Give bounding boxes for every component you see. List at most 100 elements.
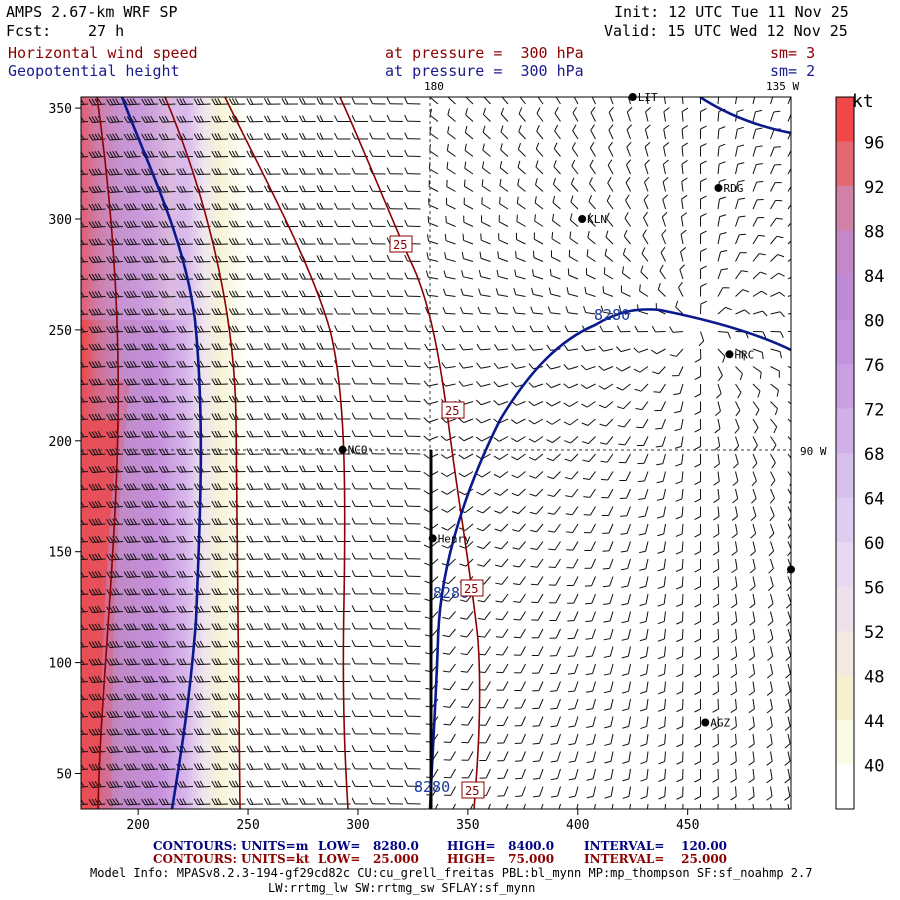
wind-label-25-c: 25	[464, 582, 478, 596]
x-tick-label-400: 400	[566, 818, 589, 833]
wind-high: HIGH= 75.000	[447, 852, 555, 866]
wind-label-box-d	[461, 781, 485, 799]
plot-frame	[80, 96, 792, 810]
colorbar-label-96: 96	[864, 134, 884, 154]
wind-contour-25-west	[224, 97, 349, 809]
model-info-2: LW:rrtmg_lw SW:rrtmg_sw SFLAY:sf_mynn	[268, 881, 536, 895]
forecast-hour: 27 h	[88, 22, 125, 40]
colorbar-label-76: 76	[864, 356, 884, 376]
colorbar-label-48: 48	[864, 668, 884, 688]
colorbar-swatch	[836, 542, 854, 587]
colorbar-swatch	[836, 364, 854, 409]
field2-name: Geopotential height	[8, 62, 180, 80]
colorbar-label-72: 72	[864, 401, 884, 421]
station-marker-Henry	[428, 534, 437, 543]
wind-label-box-b	[441, 401, 465, 419]
station-marker-RDG	[714, 183, 723, 192]
colorbar-swatch	[836, 408, 854, 454]
colorbar-unit: kt	[852, 91, 874, 112]
height-contours-label: CONTOURS:	[153, 839, 237, 853]
x-tick-label-250: 250	[236, 818, 259, 833]
colorbar-label-52: 52	[864, 623, 884, 643]
field1-level: at pressure = 300 hPa	[385, 44, 584, 62]
field2-smoothing: sm= 2	[770, 62, 816, 80]
colorbar-label-64: 64	[864, 490, 884, 510]
colorbar-swatch	[836, 497, 854, 543]
y-tick-label-250: 250	[49, 324, 72, 339]
station-label-KLN: KLN	[587, 213, 607, 226]
colorbar-swatch	[836, 186, 854, 231]
wind-speed-contours	[96, 97, 481, 809]
wind-label-box-a	[389, 235, 413, 253]
height-high: HIGH= 8400.0	[447, 839, 555, 853]
wind-low: LOW= 25.000	[318, 852, 419, 866]
field1-name: Horizontal wind speed	[8, 44, 198, 62]
axes: 200 250 300 350 400 450 50 100 150 200 250 300 350	[49, 102, 700, 833]
wind-label-25-d: 25	[465, 784, 479, 798]
colorbar-swatch	[836, 631, 854, 676]
height-interval: INTERVAL= 120.00	[584, 839, 728, 853]
colorbar-swatch	[836, 97, 854, 142]
colorbar-swatch	[836, 586, 854, 632]
colorbar-swatch	[836, 764, 854, 810]
station-label-NCO: NCO	[348, 444, 368, 457]
colorbar-label-56: 56	[864, 579, 884, 599]
height-contour-8400	[120, 97, 203, 809]
station-marker-HRC	[725, 350, 734, 359]
colorbar-swatch	[836, 675, 854, 721]
height-label-8280-a: 8280	[594, 306, 630, 324]
station-marker-NCO	[338, 445, 347, 454]
colorbar-swatch	[836, 141, 854, 187]
field2-level: at pressure = 300 hPa	[385, 62, 584, 80]
wind-units: UNITS=kt	[241, 852, 310, 866]
station-marker-AGZ	[701, 718, 710, 727]
colorbar-swatch	[836, 453, 854, 498]
station-label-HRC: HRC	[734, 348, 754, 361]
y-tick-label-100: 100	[49, 657, 72, 672]
colorbar-swatch	[836, 275, 854, 320]
init-time: Init: 12 UTC Tue 11 Nov 25	[614, 3, 849, 21]
wind-contour-25-east	[339, 97, 481, 809]
model-title: AMPS 2.67-km WRF SP	[6, 3, 178, 21]
height-contour-8280	[428, 308, 791, 809]
y-tick-label-300: 300	[49, 213, 72, 228]
x-tick-label-450: 450	[676, 818, 699, 833]
height-contours	[120, 97, 791, 809]
lon-label-135w: 135 W	[766, 80, 799, 93]
lon-label-180: 180	[424, 80, 444, 93]
station-label-AGZ: AGZ	[710, 716, 730, 729]
wind-label-box-c	[460, 579, 484, 597]
y-tick-label-350: 350	[49, 102, 72, 117]
contour-labels: 8280 8280 8280 25 25 25 25	[389, 235, 630, 799]
wind-label-25-a: 25	[393, 238, 407, 252]
field1-smoothing: sm= 3	[770, 44, 816, 62]
model-info: Model Info: MPASv8.2.3-194-gf29cd82c CU:…	[90, 867, 813, 880]
station-label-Henry: Henry	[438, 532, 471, 545]
wind-contours-label: CONTOURS:	[153, 852, 237, 866]
y-tick-label-150: 150	[49, 546, 72, 561]
y-tick-label-50: 50	[56, 768, 72, 783]
height-contour-8280-north	[699, 97, 791, 135]
colorbar-label-68: 68	[864, 445, 884, 465]
colorbar-swatch	[836, 319, 854, 365]
colorbar-swatch	[836, 720, 854, 765]
station-marker-KLN	[578, 214, 587, 223]
height-low: LOW= 8280.0	[318, 839, 419, 853]
wind-label-25-b: 25	[445, 404, 459, 418]
height-label-8280-c: 8280	[414, 778, 450, 796]
colorbar-label-44: 44	[864, 712, 884, 732]
x-tick-label-350: 350	[456, 818, 479, 833]
colorbar-label-88: 88	[864, 223, 884, 243]
colorbar-frame	[835, 96, 855, 810]
valid-time: Valid: 15 UTC Wed 12 Nov 25	[604, 22, 848, 40]
colorbar-label-40: 40	[864, 757, 884, 777]
station-label-RDG: RDG	[723, 182, 743, 195]
height-units: UNITS=m	[241, 839, 309, 853]
y-tick-label-200: 200	[49, 435, 72, 450]
x-tick-label-300: 300	[346, 818, 369, 833]
x-tick-label-200: 200	[126, 818, 149, 833]
forecast-label: Fcst:	[6, 22, 52, 40]
colorbar-swatch	[836, 230, 854, 276]
wind-interval: INTERVAL= 25.000	[584, 852, 728, 866]
